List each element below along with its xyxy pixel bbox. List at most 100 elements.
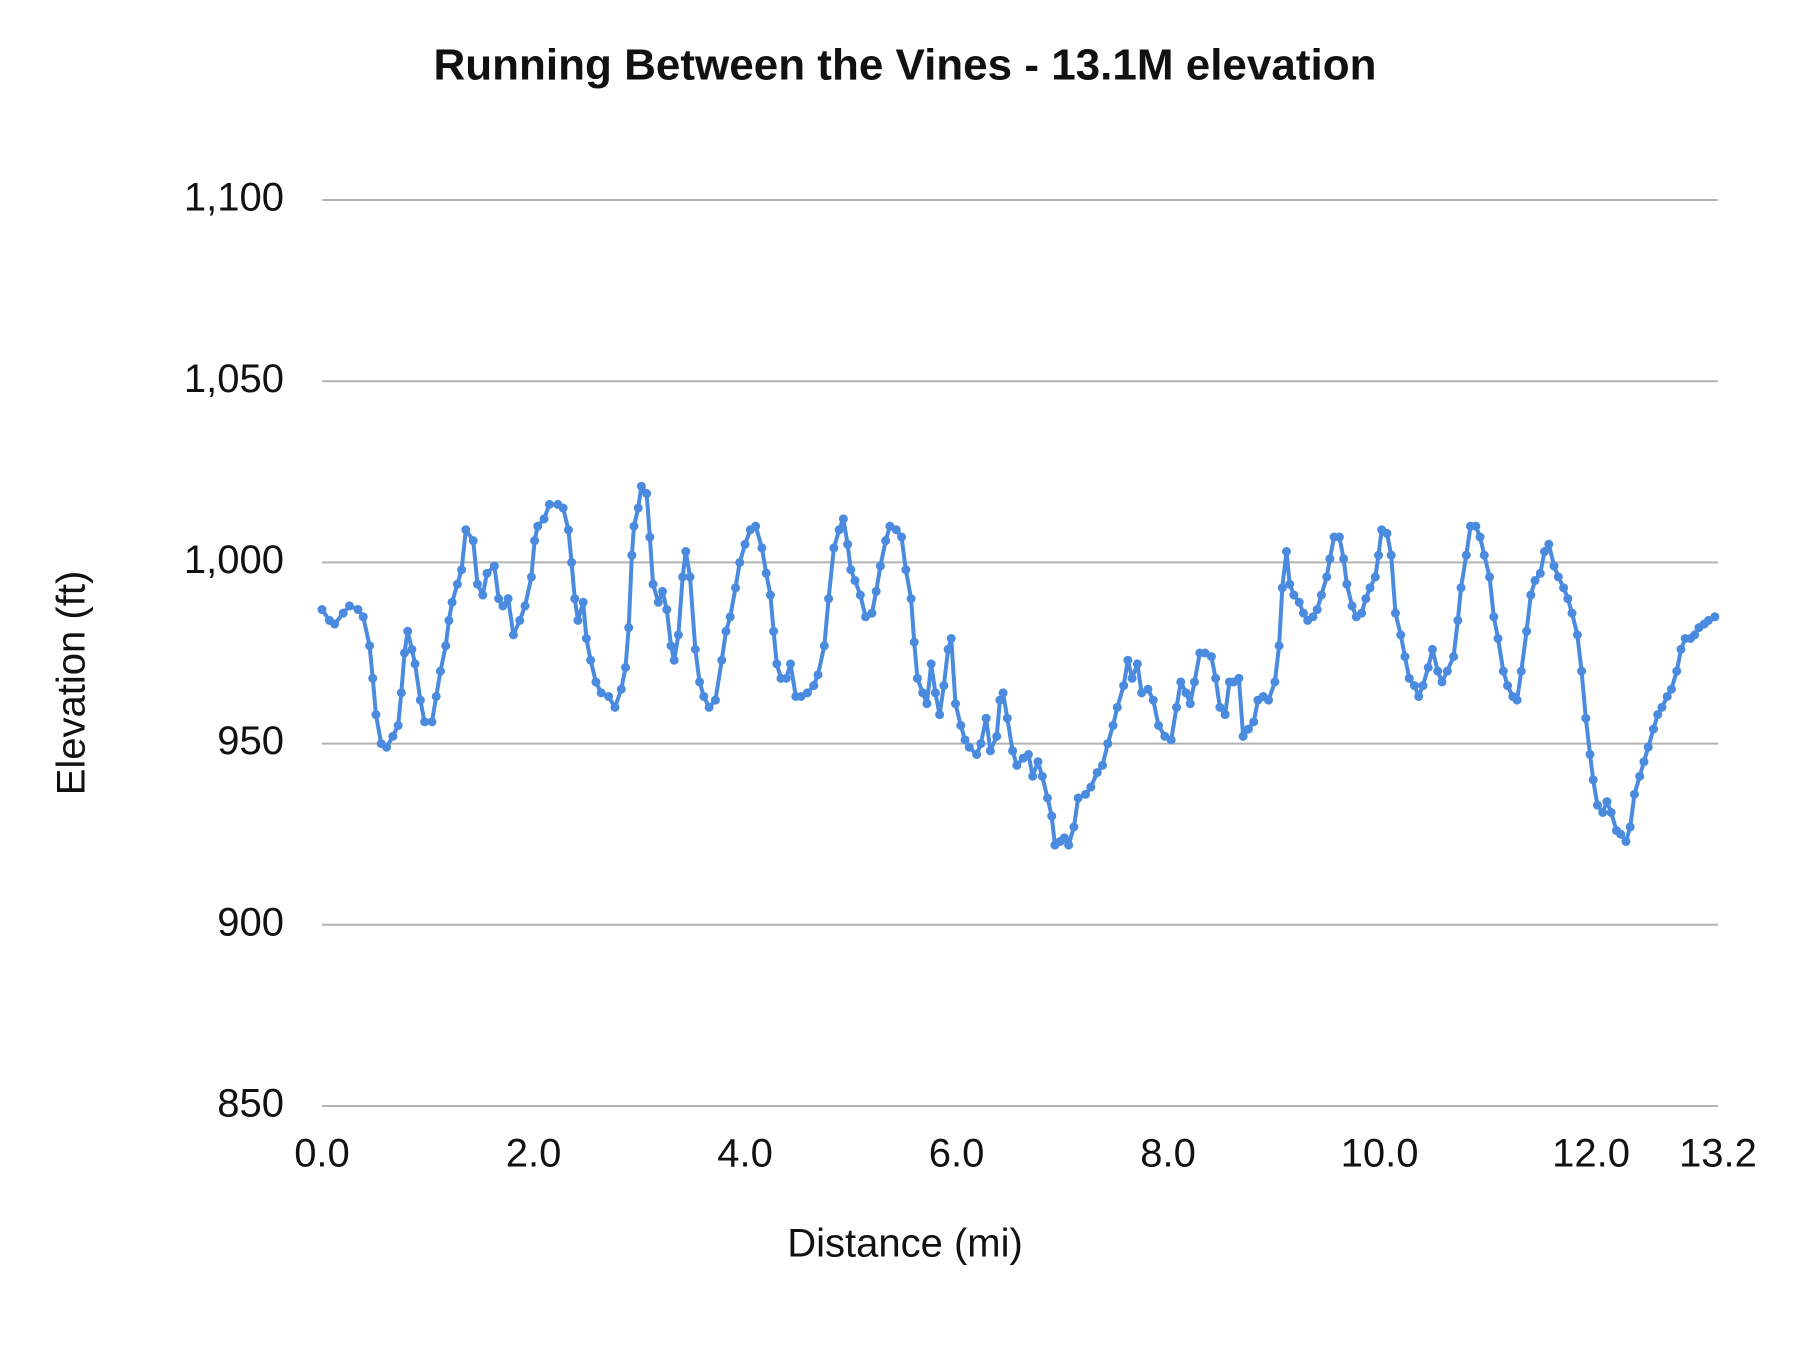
point [819,641,829,651]
point [678,572,688,582]
point [673,630,683,640]
point [368,673,378,683]
point [1357,608,1367,618]
point [1361,594,1371,604]
point [1322,572,1332,582]
point [985,746,995,756]
point [1298,608,1308,618]
point [1512,695,1522,705]
point [850,576,860,586]
point [834,525,844,535]
point [472,579,482,589]
point [998,688,1008,698]
point [1008,746,1018,756]
point [992,731,1002,741]
point [1657,702,1667,712]
point [1154,720,1164,730]
point [1648,724,1658,734]
point [846,565,856,575]
point [1581,713,1591,723]
point [1602,797,1612,807]
point [338,608,348,618]
point [1530,576,1540,586]
point [960,735,970,745]
point [1475,532,1485,542]
point [1166,735,1176,745]
point [1037,771,1047,781]
point [452,579,462,589]
point [1635,771,1645,781]
point [935,710,945,720]
point [725,612,735,622]
point [1479,550,1489,560]
point [1489,612,1499,622]
point [681,547,691,557]
point [1069,822,1079,832]
point [1092,768,1102,778]
point [526,572,536,582]
x-tick-label: 2.0 [506,1132,562,1176]
point [533,521,543,531]
y-tick-label: 1,050 [184,357,284,401]
point [1127,673,1137,683]
point [757,543,767,553]
point [1274,641,1284,651]
point [956,720,966,730]
point [648,579,658,589]
point [1666,684,1676,694]
point [906,594,916,604]
point [1437,677,1447,687]
point [1471,521,1481,531]
point [1404,673,1414,683]
point [616,684,626,694]
point [809,681,819,691]
point [1676,644,1686,654]
point [1567,608,1577,618]
chart-title: Running Between the Vines - 13.1M elevat… [434,41,1377,90]
point [912,673,922,683]
point [1073,793,1083,803]
point [344,601,354,611]
point [1042,793,1052,803]
point [1028,771,1038,781]
point [658,586,668,596]
point [1220,710,1230,720]
point [1577,666,1587,676]
point [897,532,907,542]
point [1264,695,1274,705]
point [441,641,451,651]
point [388,731,398,741]
point [666,641,676,651]
point [1172,702,1182,712]
point [1370,572,1380,582]
point [457,565,467,575]
point [1553,572,1563,582]
point [829,543,839,553]
point [468,536,478,546]
point [1339,554,1349,564]
point [645,532,655,542]
point [1572,630,1582,640]
point [1390,608,1400,618]
point [1238,731,1248,741]
point [1643,742,1653,752]
point [838,514,848,524]
point [1312,605,1322,615]
point [1522,626,1532,636]
point [1493,634,1503,644]
point [591,677,601,687]
point [1409,681,1419,691]
point [1453,615,1463,625]
point [1672,666,1682,676]
point [407,644,417,654]
point [1386,550,1396,560]
point [586,655,596,665]
point [503,594,513,604]
point [444,615,454,625]
point [1190,677,1199,687]
point [735,557,745,567]
point [642,489,652,499]
point [1374,550,1384,560]
